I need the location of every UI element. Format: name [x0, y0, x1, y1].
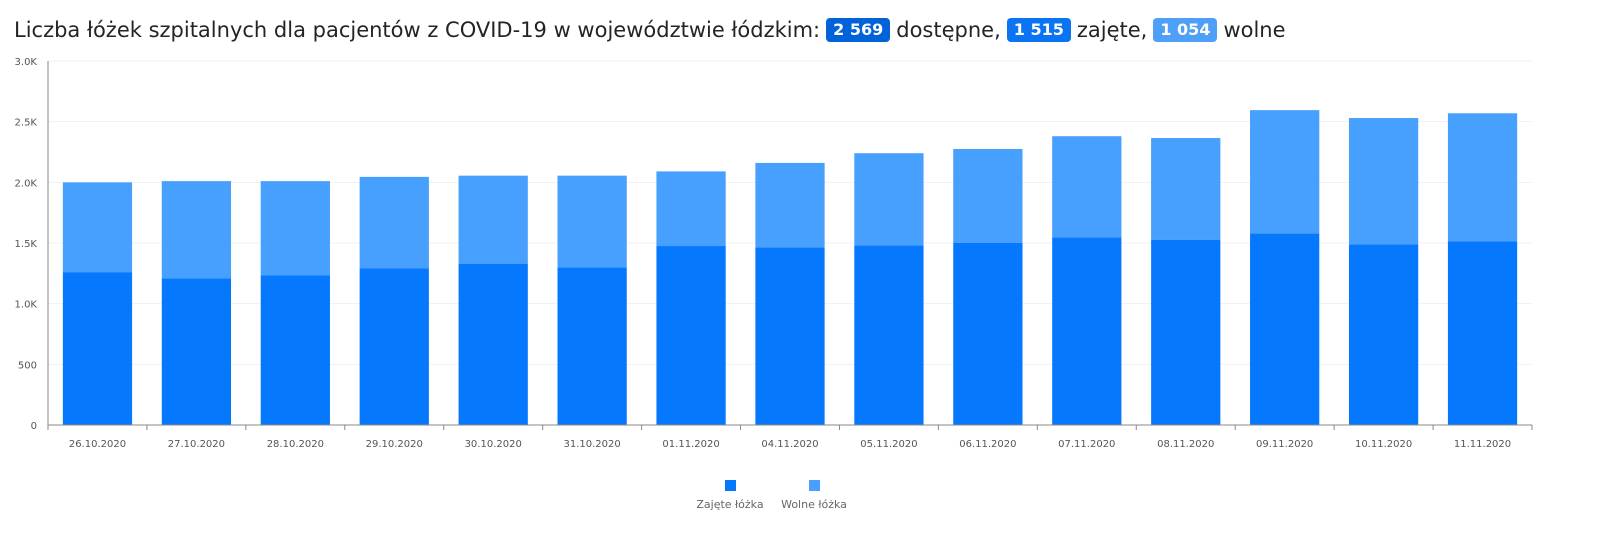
x-tick-label: 10.11.2020 [1355, 439, 1412, 450]
bar-free [458, 175, 528, 264]
x-tick-label: 01.11.2020 [662, 439, 719, 450]
bar-occupied [62, 272, 133, 425]
bar-occupied [1250, 233, 1320, 425]
bar-occupied [161, 278, 232, 425]
free-label: wolne [1223, 18, 1286, 42]
x-tick-label: 07.11.2020 [1058, 439, 1115, 450]
occupied-badge: 1 515 [1006, 18, 1071, 42]
bar-occupied [359, 268, 429, 425]
bar-occupied [1151, 239, 1221, 425]
legend: Zajęte łóżka Wolne łóżka [696, 480, 847, 511]
bar-occupied [755, 247, 825, 425]
y-tick-label: 1.5K [15, 239, 38, 250]
y-tick-label: 2.5K [15, 118, 38, 129]
bar-occupied [1052, 237, 1122, 425]
bar-free [1151, 138, 1221, 240]
available-label: dostępne, [896, 18, 1001, 42]
x-tick-label: 04.11.2020 [761, 439, 818, 450]
y-axis: 0 500 1.0K 1.5K 2.0K 2.5K 3.0K [15, 57, 49, 432]
bar-occupied [953, 243, 1023, 425]
legend-swatch-occupied [725, 480, 736, 491]
x-axis: 26.10.2020 27.10.2020 28.10.2020 29.10.2020… [47, 424, 1533, 450]
bar-occupied [260, 275, 330, 425]
legend-swatch-free [809, 480, 820, 491]
title-text: Liczba łóżek szpitalnych dla pacjentów z… [14, 18, 821, 42]
y-tick-label: 2.0K [15, 178, 38, 189]
bar-occupied [1447, 241, 1518, 425]
bar-free [359, 176, 429, 269]
bar-free [557, 175, 627, 268]
bar-occupied [656, 246, 726, 425]
legend-label-free: Wolne łóżka [781, 498, 847, 511]
bar-occupied [458, 263, 528, 425]
chart-title: Liczba łóżek szpitalnych dla pacjentów z… [14, 14, 1286, 46]
bar-free [755, 162, 825, 248]
bar-free [1447, 113, 1518, 242]
x-tick-label: 05.11.2020 [860, 439, 917, 450]
bar-occupied [854, 245, 924, 425]
x-tick-label: 28.10.2020 [267, 439, 324, 450]
legend-label-occupied: Zajęte łóżka [696, 498, 763, 511]
bar-free [953, 148, 1023, 243]
x-tick-label: 30.10.2020 [465, 439, 522, 450]
bar-free [1250, 110, 1320, 234]
bar-free [1052, 136, 1122, 238]
available-badge: 2 569 [826, 18, 891, 42]
bar-free [1348, 118, 1419, 245]
x-tick-label: 09.11.2020 [1256, 439, 1313, 450]
bar-free [260, 181, 330, 276]
y-tick-label: 0 [31, 421, 37, 432]
bars [62, 110, 1518, 425]
occupied-label: zajęte, [1076, 18, 1148, 42]
bar-occupied [1348, 244, 1419, 425]
y-tick-label: 1.0K [15, 300, 38, 311]
x-tick-label: 26.10.2020 [69, 439, 126, 450]
x-tick-label: 31.10.2020 [564, 439, 621, 450]
free-badge: 1 054 [1153, 18, 1218, 42]
bar-occupied [557, 267, 627, 425]
x-tick-label: 08.11.2020 [1157, 439, 1214, 450]
x-tick-label: 11.11.2020 [1454, 439, 1511, 450]
y-tick-label: 3.0K [15, 57, 38, 68]
x-tick-label: 06.11.2020 [959, 439, 1016, 450]
bar-free [854, 153, 924, 246]
bar-free [161, 181, 232, 279]
bar-free [62, 182, 133, 273]
y-tick-label: 500 [18, 360, 37, 371]
x-tick-label: 27.10.2020 [168, 439, 225, 450]
x-tick-label: 29.10.2020 [366, 439, 423, 450]
bar-free [656, 171, 726, 247]
